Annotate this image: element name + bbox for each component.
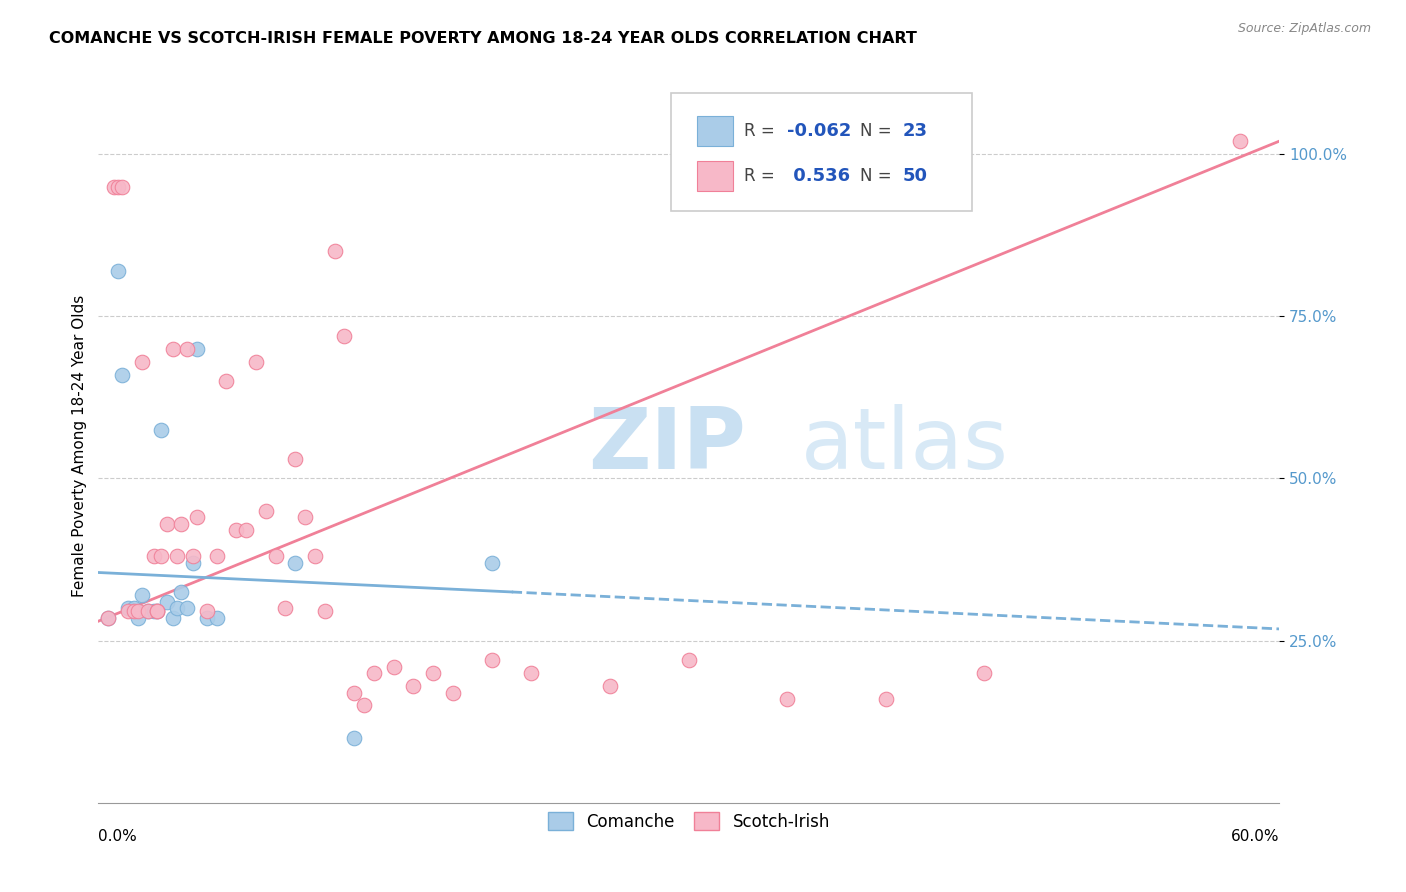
Text: atlas: atlas bbox=[801, 404, 1010, 488]
Point bbox=[284, 556, 307, 570]
Point bbox=[97, 611, 120, 625]
Point bbox=[142, 549, 165, 564]
Point bbox=[215, 374, 238, 388]
Text: Source: ZipAtlas.com: Source: ZipAtlas.com bbox=[1237, 22, 1371, 36]
Point bbox=[181, 549, 204, 564]
Point bbox=[176, 342, 198, 356]
Point bbox=[122, 604, 145, 618]
Point bbox=[146, 604, 169, 618]
Legend: Comanche, Scotch-Irish: Comanche, Scotch-Irish bbox=[541, 805, 837, 838]
Point bbox=[136, 604, 159, 618]
Point bbox=[186, 510, 208, 524]
Point bbox=[323, 244, 346, 259]
Text: N =: N = bbox=[860, 167, 897, 185]
Point bbox=[150, 549, 173, 564]
Point bbox=[131, 354, 153, 368]
Point bbox=[422, 666, 444, 681]
Point bbox=[146, 604, 169, 618]
Point bbox=[117, 604, 139, 618]
Point bbox=[481, 653, 503, 667]
Text: N =: N = bbox=[860, 122, 897, 140]
Point bbox=[170, 516, 193, 531]
Point bbox=[97, 611, 120, 625]
Point bbox=[186, 342, 208, 356]
Text: 50: 50 bbox=[903, 167, 928, 185]
Point bbox=[294, 510, 316, 524]
Point bbox=[166, 601, 188, 615]
Point bbox=[678, 653, 700, 667]
Point bbox=[304, 549, 326, 564]
Point bbox=[195, 611, 218, 625]
FancyBboxPatch shape bbox=[671, 93, 973, 211]
Text: 23: 23 bbox=[903, 122, 928, 140]
Point bbox=[107, 264, 129, 278]
Point bbox=[363, 666, 385, 681]
Y-axis label: Female Poverty Among 18-24 Year Olds: Female Poverty Among 18-24 Year Olds bbox=[72, 295, 87, 597]
Point bbox=[111, 179, 134, 194]
Point bbox=[333, 328, 356, 343]
Point bbox=[235, 524, 257, 538]
Text: COMANCHE VS SCOTCH-IRISH FEMALE POVERTY AMONG 18-24 YEAR OLDS CORRELATION CHART: COMANCHE VS SCOTCH-IRISH FEMALE POVERTY … bbox=[49, 31, 917, 46]
Point bbox=[225, 524, 247, 538]
Point bbox=[156, 595, 179, 609]
Point bbox=[103, 179, 125, 194]
Point bbox=[136, 604, 159, 618]
Point bbox=[205, 549, 228, 564]
Point bbox=[107, 179, 129, 194]
Text: ZIP: ZIP bbox=[589, 404, 747, 488]
FancyBboxPatch shape bbox=[697, 161, 733, 191]
Point bbox=[170, 585, 193, 599]
Point bbox=[127, 611, 149, 625]
Point bbox=[131, 588, 153, 602]
Point bbox=[150, 423, 173, 437]
Point bbox=[274, 601, 297, 615]
Point bbox=[520, 666, 543, 681]
Point bbox=[314, 604, 336, 618]
Point bbox=[254, 504, 277, 518]
Point bbox=[284, 452, 307, 467]
Point bbox=[111, 368, 134, 382]
FancyBboxPatch shape bbox=[697, 116, 733, 146]
Point bbox=[776, 692, 799, 706]
Point bbox=[122, 601, 145, 615]
Point bbox=[343, 731, 366, 745]
Text: -0.062: -0.062 bbox=[787, 122, 852, 140]
Point bbox=[166, 549, 188, 564]
Point bbox=[481, 556, 503, 570]
Point bbox=[162, 342, 184, 356]
Point bbox=[205, 611, 228, 625]
Text: R =: R = bbox=[744, 167, 780, 185]
Point bbox=[441, 685, 464, 699]
Point bbox=[599, 679, 621, 693]
Point bbox=[156, 516, 179, 531]
Point bbox=[245, 354, 267, 368]
Point bbox=[146, 604, 169, 618]
Point bbox=[162, 611, 184, 625]
Point bbox=[264, 549, 287, 564]
Point bbox=[195, 604, 218, 618]
Text: 0.536: 0.536 bbox=[787, 167, 851, 185]
Point bbox=[353, 698, 375, 713]
Point bbox=[382, 659, 405, 673]
Point bbox=[343, 685, 366, 699]
Point bbox=[117, 601, 139, 615]
Point bbox=[402, 679, 425, 693]
Point bbox=[181, 556, 204, 570]
Point bbox=[1229, 134, 1251, 148]
Text: R =: R = bbox=[744, 122, 780, 140]
Point bbox=[875, 692, 897, 706]
Text: 60.0%: 60.0% bbox=[1232, 829, 1279, 844]
Point bbox=[176, 601, 198, 615]
Text: 0.0%: 0.0% bbox=[98, 829, 138, 844]
Point bbox=[142, 604, 165, 618]
Point bbox=[127, 604, 149, 618]
Point bbox=[973, 666, 995, 681]
